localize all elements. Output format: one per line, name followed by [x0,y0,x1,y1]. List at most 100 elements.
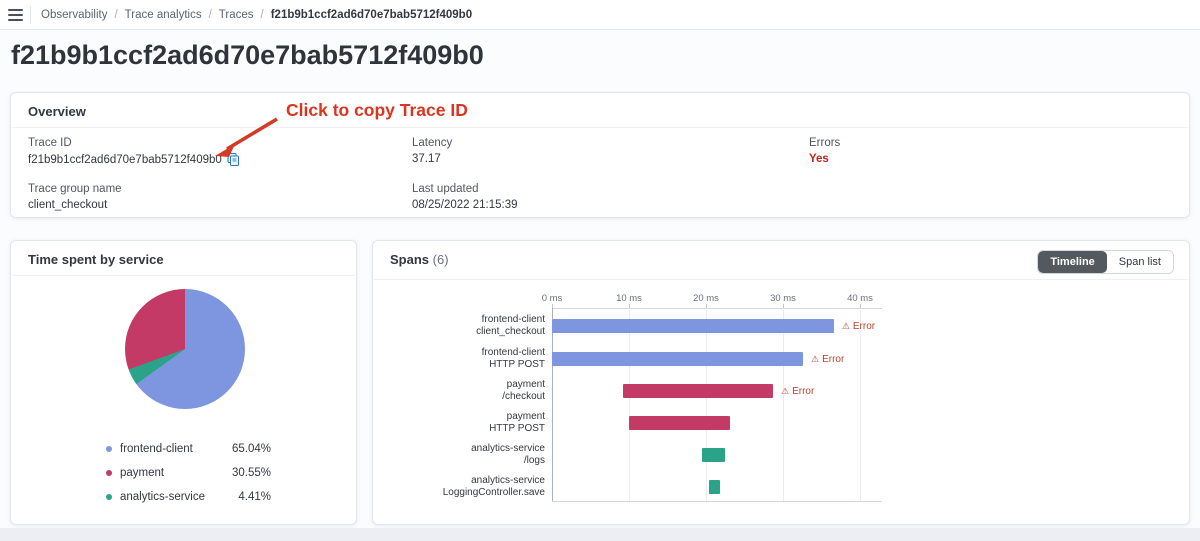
trace-group-label: Trace group name [28,183,122,195]
spans-panel-title: Spans (6) [390,252,449,267]
errors-field: Errors Yes [809,137,840,165]
copy-trace-id-annotation: Click to copy Trace ID [286,100,468,120]
gantt-row-label: frontend-client HTTP POST [373,347,545,371]
warning-triangle-icon: ⚠ [780,386,790,396]
gantt-top-axis-line [552,308,882,309]
legend-dot-icon [106,494,112,500]
gantt-gridline [706,308,707,501]
gantt-row-label: frontend-client client_checkout [373,314,545,338]
legend-label: payment [120,467,165,479]
span-service-name: payment [506,411,545,422]
span-error-badge: ⚠ Error [781,384,814,398]
span-operation-name: /logs [523,455,545,466]
gantt-axis-tick-mark [552,304,553,308]
span-duration-bar[interactable] [552,352,804,366]
trace-id-value: f21b9b1ccf2ad6d70e7bab5712f409b0 [28,153,222,166]
span-operation-name: HTTP POST [489,423,545,434]
gantt-row-label: analytics-service/logs [373,443,545,467]
menu-hamburger-icon[interactable] [0,0,30,30]
breadcrumb: Observability / Trace analytics / Traces / f21… [41,9,472,21]
breadcrumb-item[interactable]: Traces [218,8,254,21]
span-duration-bar[interactable] [702,448,726,462]
gantt-axis-tick-label: 30 ms [770,293,796,304]
overview-panel: Overview Trace ID f21b9b1ccf2ad6d70e7bab… [10,92,1190,218]
warning-triangle-icon: ⚠ [811,354,820,364]
error-text: Error [792,385,815,397]
spans-view-toggle: Timeline Span list [1037,250,1174,274]
span-service-name: payment [506,379,545,390]
spans-divider [374,279,1188,280]
legend-percentage: 4.41% [238,491,271,503]
gantt-axis-tick-mark [706,304,707,308]
legend-item-frontend-client[interactable]: frontend-client 65.04% [106,441,271,457]
span-duration-bar[interactable] [552,319,834,333]
span-service-name: analytics-service [471,475,545,486]
breadcrumb-item[interactable]: Observability [41,8,108,21]
pie-chart[interactable] [125,289,245,409]
breadcrumb-separator: / [260,8,264,21]
errors-label: Errors [809,137,841,149]
pie-panel-title: Time spent by service [28,252,164,267]
span-service-name: frontend-client [481,347,545,358]
span-duration-bar[interactable] [709,480,720,494]
breadcrumb-separator: / [208,8,212,21]
gantt-gridline [783,308,784,501]
span-error-badge: ⚠ Error [811,352,844,366]
errors-value: Yes [809,153,829,165]
latency-value: 37.17 [412,153,441,165]
span-error-badge: ⚠ Error [842,319,875,333]
spans-title-text: Spans [390,252,430,267]
pie-divider [12,275,355,276]
breadcrumb-item[interactable]: Trace analytics [124,8,202,21]
gantt-axis-tick-mark [629,304,630,308]
span-timeline-gantt-chart: 0 ms 10 ms 20 ms 30 ms 40 ms frontend-client c… [373,241,1189,524]
span-operation-name: /checkout [502,391,545,402]
span-operation-name: HTTP POST [489,359,545,370]
span-operation-name: LoggingController.save [442,487,545,498]
page-title: f21b9b1ccf2ad6d70e7bab5712f409b0 [11,40,484,70]
span-duration-bar[interactable] [629,416,730,430]
gantt-axis-tick-label: 20 ms [693,293,719,304]
timeline-button[interactable]: Timeline [1038,251,1107,273]
last-updated-field: Last updated 08/25/2022 21:15:39 [412,183,518,211]
trace-id-label: Trace ID [28,137,72,149]
legend-percentage: 30.55% [231,467,271,479]
span-operation-name: client_checkout [476,326,545,337]
legend-item-payment[interactable]: payment 30.55% [106,465,271,481]
gantt-axis-tick-mark [783,304,784,308]
trace-id-field: Trace ID f21b9b1ccf2ad6d70e7bab5712f409b… [28,137,239,166]
latency-label: Latency [412,137,453,149]
legend-percentage: 65.04% [231,443,271,455]
time-spent-panel: Time spent by service frontend-client 65.… [10,240,357,525]
gantt-axis-tick-label: 40 ms [847,293,873,304]
top-navigation-bar: Observability / Trace analytics / Traces / f21… [0,0,1200,30]
overview-panel-title: Overview [28,104,86,119]
breadcrumb-separator: / [114,8,118,21]
topbar-divider [30,5,31,24]
gantt-axis-tick-label: 10 ms [616,293,642,304]
span-list-button[interactable]: Span list [1106,251,1173,273]
legend-label: frontend-client [120,443,193,455]
overview-divider [12,127,1188,128]
copy-to-clipboard-icon[interactable] [227,153,239,166]
gantt-axis-tick-label: 0 ms [541,293,563,304]
gantt-row-label: payment/checkout [373,379,545,403]
error-text: Error [852,320,876,332]
warning-triangle-icon: ⚠ [841,321,850,331]
gantt-zero-axis-line [552,308,553,501]
span-service-name: analytics-service [471,443,545,454]
gantt-gridline [629,308,630,501]
spans-panel: Spans (6) Timeline Span list 0 ms 10 ms 20… [372,240,1190,525]
breadcrumb-current: f21b9b1ccf2ad6d70e7bab5712f409b0 [270,8,473,21]
error-text: Error [822,353,845,365]
gantt-bottom-axis-line [552,501,882,502]
spans-count-badge: (6) [432,252,449,267]
span-duration-bar[interactable] [622,384,773,398]
gantt-row-label: payment HTTP POST [373,411,545,435]
legend-item-analytics-service[interactable]: analytics-service 4.41% [106,489,271,505]
last-updated-label: Last updated [412,183,479,195]
span-service-name: frontend-client [481,314,545,325]
legend-dot-icon [106,470,112,476]
trace-group-value: client_checkout [28,199,108,211]
